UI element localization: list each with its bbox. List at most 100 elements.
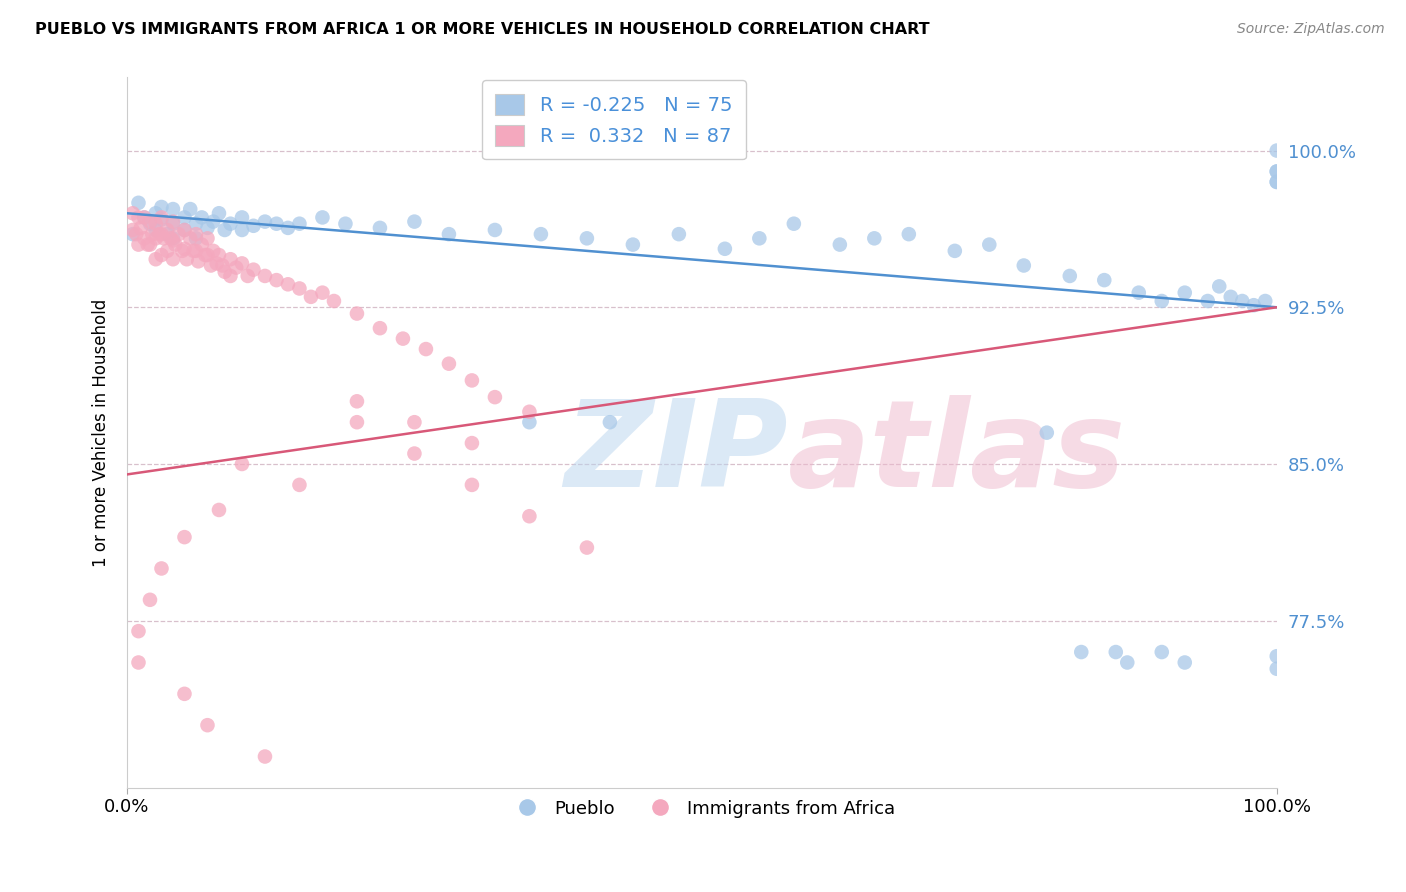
- Point: [519, 415, 541, 429]
- Point: [225, 260, 247, 275]
- Point: [128, 211, 150, 225]
- Point: [288, 281, 311, 295]
- Point: [197, 718, 219, 732]
- Point: [179, 231, 201, 245]
- Point: [277, 277, 299, 292]
- Point: [150, 200, 173, 214]
- Point: [1265, 144, 1288, 158]
- Point: [437, 357, 460, 371]
- Point: [1265, 175, 1288, 189]
- Point: [943, 244, 966, 258]
- Point: [128, 624, 150, 639]
- Point: [1105, 645, 1128, 659]
- Point: [173, 223, 195, 237]
- Point: [208, 206, 231, 220]
- Point: [404, 214, 426, 228]
- Point: [202, 214, 225, 228]
- Point: [208, 248, 231, 262]
- Point: [748, 231, 770, 245]
- Point: [162, 214, 184, 228]
- Point: [128, 237, 150, 252]
- Point: [184, 217, 207, 231]
- Point: [1012, 259, 1035, 273]
- Point: [141, 227, 163, 242]
- Point: [162, 217, 184, 231]
- Text: ZIP: ZIP: [564, 395, 787, 513]
- Point: [323, 293, 346, 308]
- Point: [145, 252, 167, 267]
- Text: Source: ZipAtlas.com: Source: ZipAtlas.com: [1237, 22, 1385, 37]
- Point: [1128, 285, 1150, 300]
- Point: [187, 254, 209, 268]
- Point: [214, 223, 236, 237]
- Point: [530, 227, 553, 242]
- Point: [242, 219, 264, 233]
- Point: [184, 244, 207, 258]
- Point: [167, 227, 190, 242]
- Point: [404, 415, 426, 429]
- Point: [139, 217, 162, 231]
- Point: [150, 211, 173, 225]
- Point: [150, 227, 173, 242]
- Point: [253, 268, 276, 283]
- Point: [136, 237, 159, 252]
- Point: [150, 248, 173, 262]
- Point: [266, 273, 288, 287]
- Point: [159, 231, 181, 245]
- Point: [162, 252, 184, 267]
- Point: [863, 231, 886, 245]
- Point: [211, 259, 233, 273]
- Point: [134, 231, 156, 245]
- Point: [1254, 293, 1277, 308]
- Point: [392, 332, 415, 346]
- Point: [179, 202, 201, 216]
- Point: [1265, 164, 1288, 178]
- Legend: Pueblo, Immigrants from Africa: Pueblo, Immigrants from Africa: [502, 793, 903, 825]
- Point: [979, 237, 1001, 252]
- Point: [200, 259, 222, 273]
- Point: [368, 321, 391, 335]
- Point: [1059, 268, 1081, 283]
- Point: [176, 252, 198, 267]
- Point: [1174, 285, 1197, 300]
- Point: [183, 244, 205, 258]
- Point: [1197, 293, 1219, 308]
- Point: [121, 227, 143, 242]
- Point: [173, 223, 195, 237]
- Point: [205, 256, 228, 270]
- Point: [214, 265, 236, 279]
- Point: [519, 509, 541, 524]
- Point: [461, 436, 484, 450]
- Point: [1174, 656, 1197, 670]
- Point: [145, 231, 167, 245]
- Point: [128, 656, 150, 670]
- Point: [208, 503, 231, 517]
- Point: [194, 248, 217, 262]
- Point: [162, 231, 184, 245]
- Point: [128, 195, 150, 210]
- Point: [1150, 293, 1173, 308]
- Point: [134, 211, 156, 225]
- Point: [145, 217, 167, 231]
- Point: [368, 220, 391, 235]
- Point: [197, 220, 219, 235]
- Point: [134, 211, 156, 225]
- Point: [231, 223, 253, 237]
- Point: [162, 234, 184, 248]
- Point: [184, 231, 207, 245]
- Point: [484, 390, 506, 404]
- Point: [148, 227, 170, 242]
- Point: [165, 237, 187, 252]
- Point: [150, 561, 173, 575]
- Point: [1150, 645, 1173, 659]
- Point: [172, 244, 194, 258]
- Text: PUEBLO VS IMMIGRANTS FROM AFRICA 1 OR MORE VEHICLES IN HOUSEHOLD CORRELATION CHA: PUEBLO VS IMMIGRANTS FROM AFRICA 1 OR MO…: [35, 22, 929, 37]
- Point: [346, 415, 368, 429]
- Point: [311, 285, 333, 300]
- Point: [311, 211, 333, 225]
- Point: [253, 214, 276, 228]
- Point: [197, 248, 219, 262]
- Point: [152, 231, 174, 245]
- Point: [253, 749, 276, 764]
- Point: [150, 212, 173, 227]
